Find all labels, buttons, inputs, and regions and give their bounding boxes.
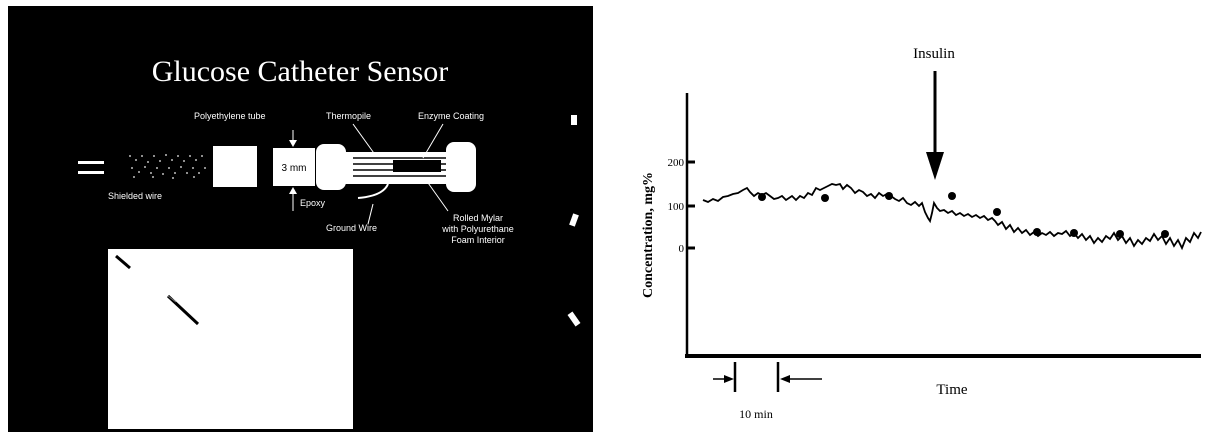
- photo-sensor-body: [166, 294, 200, 326]
- reference-point: [821, 194, 829, 202]
- scale-arrow-left-head: [724, 375, 734, 383]
- reference-point: [758, 193, 766, 201]
- sensor-diagram: Glucose Catheter Sensor Shielded wire: [78, 55, 581, 429]
- reference-point: [885, 192, 893, 200]
- sensor-cap-left: [316, 144, 346, 190]
- polyethylene-tube: [213, 146, 257, 187]
- insulin-arrowhead: [926, 152, 944, 180]
- sensor-diagram-panel: Glucose Catheter Sensor Shielded wire: [8, 6, 593, 432]
- y-tick-label-0: 0: [679, 243, 685, 255]
- scale-bar: [713, 362, 822, 392]
- glucose-chart-panel: 200 100 0 Concentration, mg% Insulin Tim…: [600, 0, 1209, 436]
- leader-rolled-mylar: [425, 179, 449, 212]
- insulin-label: Insulin: [913, 46, 955, 62]
- shielded-wire: [126, 152, 208, 180]
- label-epoxy: Epoxy: [300, 198, 326, 208]
- arrowhead-top: [289, 140, 297, 147]
- arrowhead-bottom: [289, 187, 297, 194]
- scale-bar-label: 10 min: [739, 407, 773, 421]
- reference-point: [948, 192, 956, 200]
- sensor-cap-right: [446, 142, 476, 192]
- reference-point: [993, 208, 1001, 216]
- leader-enzyme-coating: [422, 123, 444, 159]
- x-axis-label: Time: [936, 382, 967, 398]
- scale-arrow-right-head: [780, 375, 790, 383]
- sensor-photo: [108, 249, 353, 429]
- diagram-title: Glucose Catheter Sensor: [152, 55, 449, 88]
- ground-wire: [357, 183, 389, 199]
- label-polyethylene-tube: Polyethylene tube: [194, 111, 266, 121]
- leader-ground-wire: [367, 203, 374, 225]
- photo-sensor-fragment: [115, 254, 131, 270]
- label-rolled-mylar-2: with Polyurethane: [441, 224, 514, 234]
- photo-sensor-tip: [167, 295, 177, 303]
- y-tick-label-100: 100: [668, 201, 685, 213]
- reference-point: [1033, 228, 1041, 236]
- edge-mark-2: [569, 213, 579, 227]
- enzyme-coating-block: [393, 160, 441, 172]
- dimension-block: [273, 148, 315, 186]
- label-ground-wire: Ground Wire: [326, 223, 377, 233]
- glucose-trace: [702, 182, 1202, 251]
- reference-points: [758, 192, 1169, 238]
- y-axis-label: Concentration, mg%: [641, 172, 656, 298]
- label-dimension: 3 mm: [282, 163, 307, 174]
- edge-mark-3: [567, 311, 581, 327]
- reference-point: [1116, 230, 1124, 238]
- label-enzyme-coating: Enzyme Coating: [418, 111, 484, 121]
- wire-end-bar-bottom: [78, 171, 104, 174]
- label-rolled-mylar-3: Foam Interior: [451, 235, 505, 245]
- leader-thermopile: [352, 123, 377, 157]
- y-tick-label-200: 200: [668, 157, 685, 169]
- label-shielded-wire: Shielded wire: [108, 191, 162, 201]
- label-rolled-mylar-1: Rolled Mylar: [453, 213, 503, 223]
- reference-point: [1161, 230, 1169, 238]
- glucose-chart: 200 100 0 Concentration, mg% Insulin Tim…: [641, 46, 1202, 421]
- label-thermopile: Thermopile: [326, 111, 371, 121]
- wire-end-bar-top: [78, 161, 104, 164]
- reference-point: [1070, 229, 1078, 237]
- edge-mark-1: [571, 115, 577, 125]
